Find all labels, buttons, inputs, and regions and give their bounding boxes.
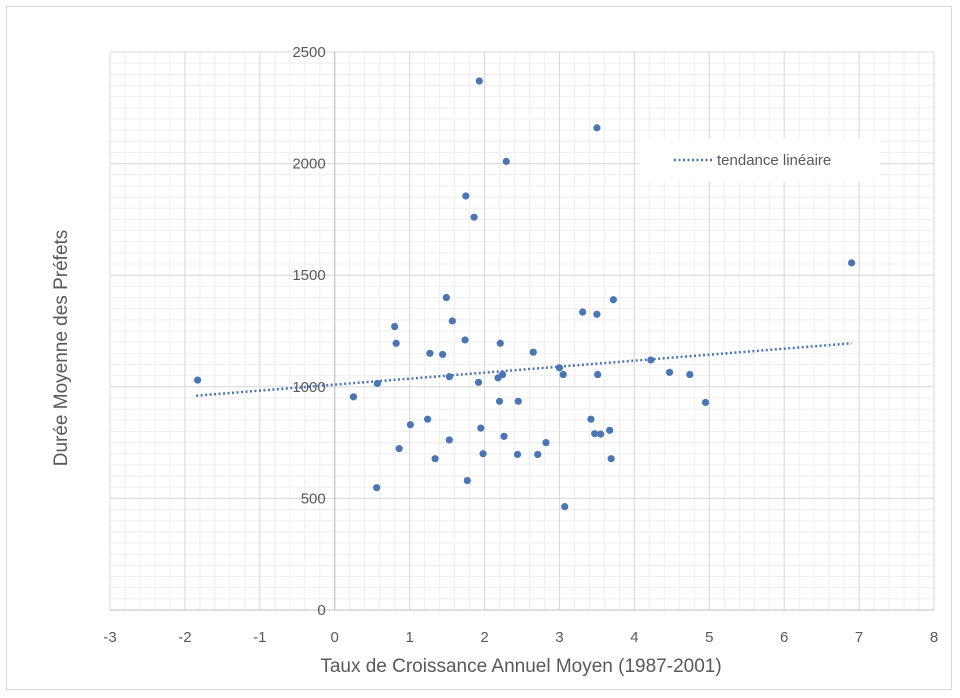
x-axis-title: Taux de Croissance Annuel Moyen (1987-20…: [320, 656, 721, 677]
data-point: [373, 484, 381, 492]
data-point: [495, 397, 504, 405]
data-point: [529, 348, 537, 356]
data-point: [701, 398, 710, 407]
data-point: [474, 378, 483, 386]
data-point: [686, 370, 694, 379]
data-point: [593, 310, 601, 318]
data-point: [373, 379, 382, 388]
data-point: [555, 364, 564, 372]
x-tick-label: 8: [930, 629, 938, 646]
data-point: [542, 439, 550, 447]
x-tick-labels: -3 -2 -1 0 1 2 3 4 5 6 7 8: [103, 629, 938, 646]
data-point: [445, 436, 453, 444]
x-tick-label: 5: [705, 629, 713, 646]
data-point: [475, 77, 483, 85]
data-point: [591, 430, 599, 438]
data-point: [442, 293, 450, 302]
data-point: [461, 336, 469, 344]
trendline-layer: [196, 342, 852, 397]
y-tick-label: 0: [317, 602, 325, 619]
data-point: [479, 450, 487, 458]
y-tick-label: 1500: [292, 267, 325, 284]
axes: [110, 52, 934, 611]
data-point: [606, 426, 614, 434]
data-point: [470, 213, 478, 221]
data-point: [593, 124, 601, 132]
data-point: [534, 450, 542, 459]
data-point: [559, 370, 567, 379]
y-tick-label: 2000: [292, 156, 325, 173]
data-point: [391, 322, 399, 331]
x-tick-label: -3: [103, 629, 116, 646]
data-point: [498, 370, 507, 379]
data-point: [609, 296, 617, 304]
x-tick-label: 7: [855, 629, 863, 646]
data-point: [665, 368, 674, 376]
data-points: [194, 77, 856, 511]
y-tick-label: 500: [301, 490, 326, 507]
data-point: [448, 317, 456, 325]
x-tick-label: 2: [480, 629, 488, 646]
trendline: [196, 342, 852, 397]
data-point: [194, 376, 202, 384]
data-point: [426, 349, 434, 357]
minor-gridlines: [109, 51, 935, 611]
legend-entry-trend: tendance linéaire: [717, 152, 831, 169]
x-tick-label: 6: [780, 629, 788, 646]
y-tick-label: 2500: [292, 44, 325, 61]
data-point: [514, 397, 522, 405]
data-point: [438, 350, 447, 359]
data-point: [607, 455, 615, 463]
data-point: [496, 339, 504, 347]
y-axis-title: Durée Moyenne des Préfets: [51, 230, 72, 467]
data-point: [424, 415, 432, 423]
x-tick-label: 1: [405, 629, 413, 646]
data-point: [587, 415, 595, 423]
data-point: [502, 157, 510, 165]
data-point: [406, 421, 414, 429]
x-tick-label: -2: [178, 629, 191, 646]
x-tick-label: 4: [630, 629, 638, 646]
data-point: [513, 450, 522, 459]
data-point: [579, 308, 587, 316]
x-tick-label: 0: [331, 629, 339, 646]
data-point: [462, 192, 470, 200]
x-tick-label: 3: [555, 629, 563, 646]
data-point: [647, 356, 655, 364]
data-point: [561, 503, 569, 511]
data-point: [477, 424, 485, 432]
data-point: [597, 430, 605, 438]
data-point: [463, 476, 471, 485]
x-tick-label: -1: [253, 629, 266, 646]
data-point: [594, 370, 602, 379]
data-point: [349, 393, 358, 401]
data-point: [392, 339, 400, 347]
data-point: [445, 373, 453, 381]
legend: tendance linéaire: [640, 138, 880, 182]
y-tick-labels: 05001000150020002500: [292, 44, 325, 619]
data-point: [395, 445, 403, 453]
data-point: [848, 259, 856, 267]
data-point: [431, 455, 439, 463]
data-point: [500, 432, 508, 440]
